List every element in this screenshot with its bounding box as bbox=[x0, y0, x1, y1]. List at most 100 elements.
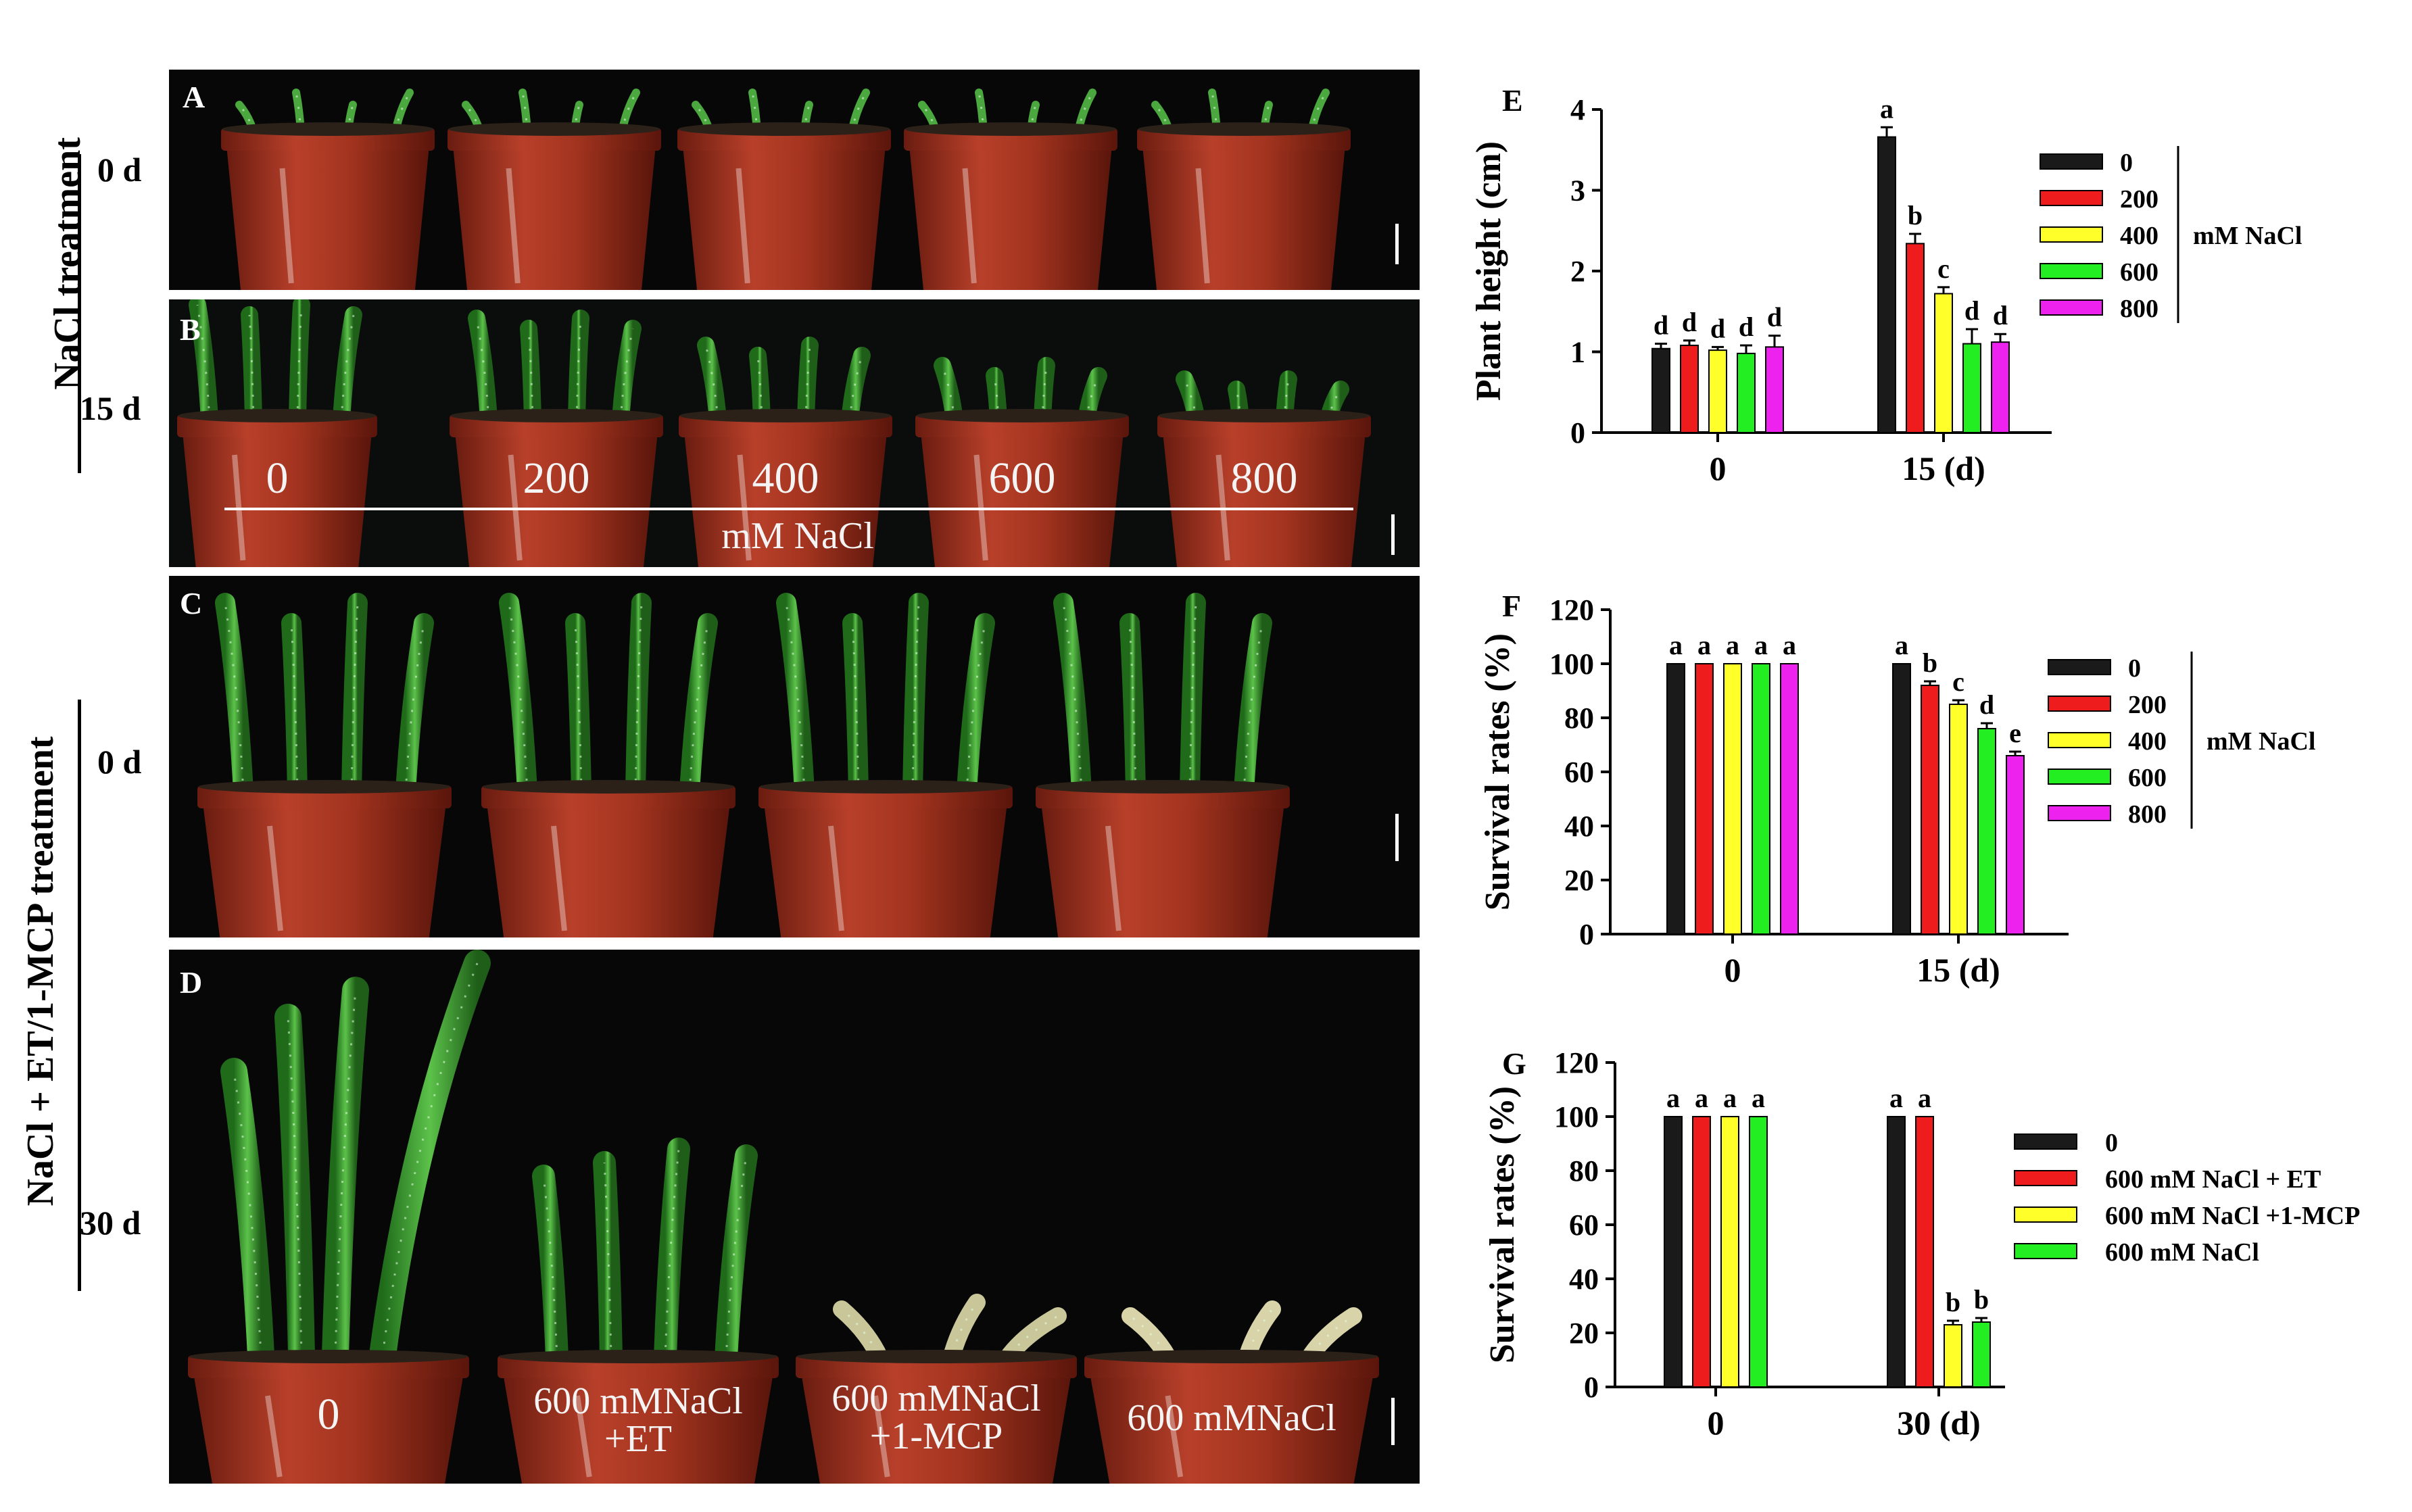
cactus-spines bbox=[290, 623, 299, 793]
legend-label: 0 bbox=[2120, 149, 2133, 177]
y-tick-label: 120 bbox=[1549, 593, 1594, 627]
y-tick-label: 1 bbox=[1570, 336, 1585, 369]
y-tick-label: 40 bbox=[1569, 1263, 1599, 1296]
pot-highlight bbox=[1105, 825, 1121, 931]
pot-body bbox=[1142, 145, 1345, 290]
legend-swatch bbox=[2048, 696, 2111, 712]
legend-label: 0 bbox=[2105, 1129, 2118, 1157]
pot-soil bbox=[451, 409, 662, 422]
legend-swatch bbox=[2014, 1206, 2077, 1223]
x-tick-label: 0 bbox=[1710, 449, 1727, 487]
y-tick-label: 0 bbox=[1584, 1371, 1599, 1404]
bar bbox=[1752, 663, 1770, 935]
cactus-spines bbox=[751, 92, 758, 132]
bar bbox=[1934, 293, 1953, 433]
cactus-stem bbox=[289, 299, 310, 429]
significance-letter: c bbox=[1952, 666, 1964, 697]
pot-soil bbox=[199, 780, 450, 794]
photo-b-image bbox=[177, 299, 1371, 567]
bar bbox=[1720, 1116, 1739, 1388]
legend-swatch bbox=[2040, 263, 2103, 279]
pot-highlight bbox=[735, 168, 750, 284]
legend-label: 600 bbox=[2120, 258, 2158, 287]
pot-soil bbox=[483, 780, 734, 794]
pot-soil bbox=[178, 409, 376, 422]
pot-label-d-et: 600 mMNaCl +ET bbox=[533, 1380, 743, 1460]
cactus-spines bbox=[688, 623, 709, 793]
cactus-stem bbox=[902, 593, 929, 802]
legend-label: 0 bbox=[2128, 654, 2141, 683]
legend-label: 600 bbox=[2128, 764, 2167, 792]
bar bbox=[1944, 1324, 1962, 1388]
pot-body bbox=[1090, 1373, 1374, 1484]
cactus-spines bbox=[603, 1162, 612, 1359]
significance-letter: e bbox=[2009, 718, 2021, 748]
photo-panel-c: C bbox=[169, 576, 1420, 937]
bar bbox=[1749, 1116, 1768, 1388]
bar bbox=[1765, 346, 1784, 434]
pot-body bbox=[683, 145, 886, 290]
legend-label: 600 mM NaCl bbox=[2105, 1238, 2259, 1267]
cactus-spines bbox=[295, 92, 302, 132]
pot-body bbox=[455, 432, 658, 567]
cactus-spines bbox=[965, 623, 986, 793]
cactus-spines bbox=[404, 623, 425, 793]
pot-body bbox=[909, 145, 1112, 290]
pot-soil bbox=[499, 1350, 777, 1363]
pot-label-d-0: 0 bbox=[317, 1390, 340, 1439]
panel-letter-a: A bbox=[183, 80, 206, 114]
significance-letter: a bbox=[1754, 630, 1768, 660]
scale-bar-a bbox=[1395, 224, 1399, 264]
pot-body bbox=[503, 1373, 773, 1484]
cactus-spines bbox=[340, 314, 355, 420]
cactus-spines bbox=[1243, 623, 1263, 793]
cactus-spines bbox=[527, 328, 534, 420]
panel-letter-b: B bbox=[180, 312, 201, 347]
cactus-spines bbox=[1211, 92, 1218, 132]
pot-highlight bbox=[506, 168, 521, 284]
pot-body bbox=[1163, 432, 1366, 567]
bar bbox=[1921, 685, 1939, 935]
significance-letter: a bbox=[1895, 630, 1908, 660]
pot-soil bbox=[797, 1350, 1076, 1363]
significance-letter: d bbox=[1739, 312, 1754, 342]
bar bbox=[1972, 1321, 1991, 1388]
legend-swatch bbox=[2048, 659, 2111, 675]
photo-a-image bbox=[221, 89, 1351, 290]
cactus-stem bbox=[189, 299, 218, 429]
x-tick-label: 15 (d) bbox=[1902, 449, 1985, 487]
pot-highlight bbox=[1165, 1395, 1184, 1478]
cactus-stem bbox=[1180, 593, 1206, 802]
legend-swatch bbox=[2040, 299, 2103, 316]
y-tick-label: 60 bbox=[1564, 756, 1594, 789]
bar bbox=[1877, 136, 1896, 433]
significance-letter: a bbox=[1783, 630, 1796, 660]
pot-body bbox=[226, 145, 429, 290]
y-tick-label: 100 bbox=[1554, 1100, 1599, 1133]
significance-letter: a bbox=[1697, 630, 1711, 660]
cactus-spines bbox=[575, 318, 582, 420]
significance-letter: d bbox=[1767, 302, 1782, 333]
y-tick-label: 60 bbox=[1569, 1209, 1599, 1242]
y-tick-label: 2 bbox=[1570, 255, 1585, 288]
bar bbox=[1664, 1116, 1683, 1388]
cactus-spines bbox=[851, 623, 860, 793]
pot-label-b-600: 600 bbox=[988, 454, 1056, 503]
significance-letter: d bbox=[1682, 307, 1697, 337]
unit-label-b: mM NaCl bbox=[721, 515, 874, 557]
legend-label: 600 mM NaCl +1-MCP bbox=[2105, 1202, 2360, 1230]
y-tick-label: 100 bbox=[1549, 648, 1594, 681]
pot-body bbox=[684, 432, 887, 567]
pot-soil bbox=[449, 122, 660, 136]
day-label-c: 0 d bbox=[97, 743, 142, 781]
pot-body bbox=[203, 803, 446, 937]
bar bbox=[1723, 663, 1742, 935]
legend-label: 600 mM NaCl + ET bbox=[2105, 1165, 2321, 1194]
pot-highlight bbox=[575, 1395, 592, 1478]
cactus-spines bbox=[248, 314, 255, 420]
pot-label-d-nacl: 600 mMNaCl bbox=[1127, 1397, 1336, 1439]
x-tick-label: 15 (d) bbox=[1916, 951, 2000, 989]
significance-letter: b bbox=[1974, 1284, 1989, 1315]
